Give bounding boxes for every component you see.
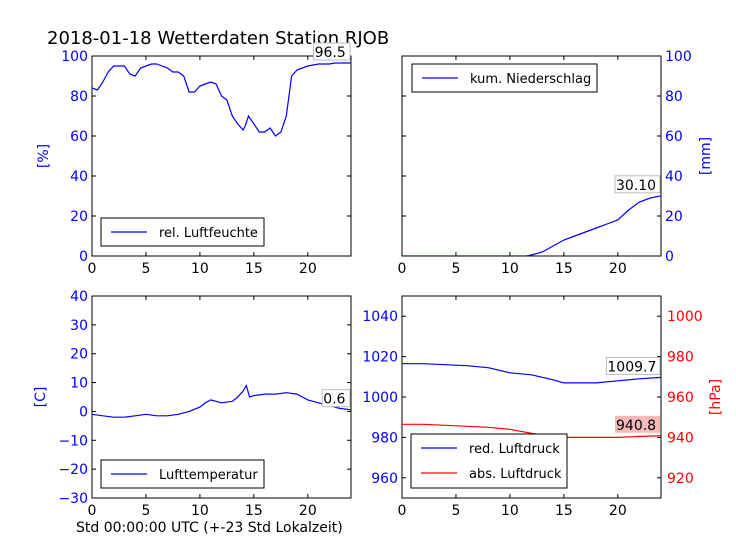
y-tick-label: 20 [70,347,88,363]
value-annotation: 940.8 [616,418,656,434]
value-annotation: 96.5 [315,45,346,61]
y-tick-label: 0 [79,404,88,420]
y-tick-label: 30 [70,318,88,334]
panel-precipitation: 0 5 10 15 20 0 20 40 60 80 100 [mm] 30.10 kum. Nieder… [398,49,714,277]
y-tick-label: 60 [665,129,683,145]
x-tick-label: 10 [191,503,209,519]
y-tick-label: 0 [665,249,674,265]
y-right-tick-label: 960 [667,390,694,406]
value-annotation: 1009.7 [607,359,656,375]
series-line-precipitation-0 [402,195,661,256]
x-tick-label: 15 [245,261,263,277]
y-tick-label: 1020 [362,350,398,366]
x-tick-label: 10 [191,261,209,277]
y-tick-label: −10 [58,433,88,449]
legend-label: rel. Luftfeuchte [159,226,258,241]
y-axis-label: [hPa] [708,379,724,415]
series-line-pressure-0 [402,363,661,384]
x-tick-label: 0 [398,261,407,277]
x-tick-label: 5 [141,261,150,277]
plot-frame [401,55,662,257]
x-tick-label: 5 [141,503,150,519]
panel-pressure: 0 5 10 15 20 960 980 1000 1020 1040 920 940 960 980 10… [362,295,724,519]
y-tick-label: −20 [58,462,88,478]
x-axis-label: Std 00:00:00 UTC (+-23 Std Lokalzeit) [76,520,343,536]
y-tick-label: −30 [58,491,88,507]
figure-title: 2018-01-18 Wetterdaten Station RJOB [47,28,389,49]
y-tick-label: 80 [70,89,88,105]
x-tick-label: 10 [501,261,519,277]
plot-frame [91,295,352,499]
y-tick-label: 40 [70,289,88,305]
y-tick-label: 40 [665,169,683,185]
legend-box [410,433,568,489]
legend-label: abs. Luftdruck [469,467,562,482]
legend-label: red. Luftdruck [469,442,560,457]
y-right-tick-label: 940 [667,430,694,446]
y-right-tick-label: 980 [667,350,694,366]
y-tick-label: 20 [70,209,88,225]
y-axis-label: [mm] [698,137,714,175]
series-line-temperature-0 [92,383,351,418]
y-tick-label: 60 [70,129,88,145]
legend-label: Lufttemperatur [159,468,258,483]
value-annotation: 0.6 [323,392,345,408]
y-tick-label: 100 [61,49,88,65]
y-tick-label: 0 [79,249,88,265]
value-annotation-box [321,389,351,408]
y-tick-label: 1000 [362,390,398,406]
y-tick-label: 20 [665,209,683,225]
x-tick-label: 15 [245,503,263,519]
legend-label: kum. Niederschlag [470,72,591,87]
x-tick-label: 20 [299,503,317,519]
y-tick-label: 100 [665,49,692,65]
y-tick-label: 80 [665,89,683,105]
x-tick-label: 20 [609,503,627,519]
value-annotation-box [605,356,661,375]
y-axis-label: [C] [33,387,49,408]
panel-humidity: 0 5 10 15 20 0 20 40 60 80 100 [%] 96.5 rel. Luftfeuc… [36,42,352,277]
value-annotation-box [313,42,351,61]
y-tick-label: 10 [70,376,88,392]
panel-temperature: 0 5 10 15 20 −30 −20 −10 0 10 20 30 40 [C] 0.6 Lufttemp… [33,289,352,519]
x-tick-label: 0 [88,503,97,519]
y-right-tick-label: 920 [667,471,694,487]
x-tick-label: 5 [451,503,460,519]
y-tick-label: 40 [70,169,88,185]
y-tick-label: 960 [371,471,398,487]
x-tick-label: 10 [501,503,519,519]
value-annotation: 30.10 [616,178,656,194]
x-tick-label: 15 [555,261,573,277]
y-tick-label: 1040 [362,309,398,325]
x-tick-label: 0 [398,503,407,519]
x-tick-label: 5 [451,261,460,277]
value-annotation-box [614,175,661,194]
value-annotation-box [615,415,660,433]
x-tick-label: 0 [88,261,97,277]
series-line-humidity-0 [92,62,351,137]
y-right-tick-label: 1000 [667,309,703,325]
plot-frame [91,55,352,257]
x-tick-label: 20 [299,261,317,277]
y-tick-label: 980 [371,430,398,446]
x-tick-label: 20 [609,261,627,277]
x-tick-label: 15 [555,503,573,519]
y-axis-label: [%] [36,144,52,168]
